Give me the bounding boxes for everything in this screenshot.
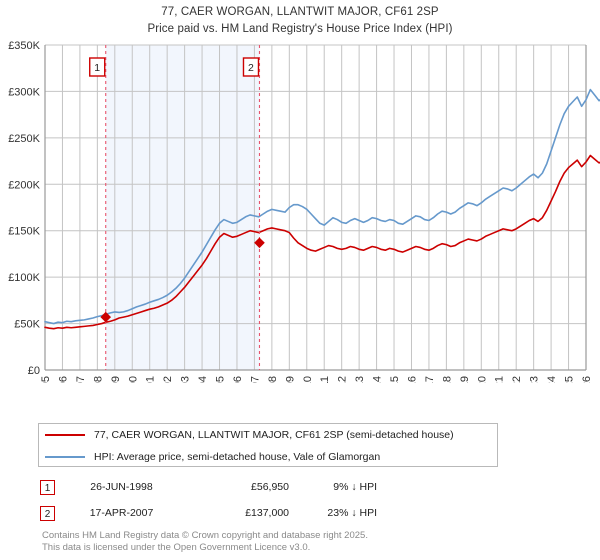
x-axis-tick-label: 2003 (180, 376, 192, 383)
page-title: 77, CAER WORGAN, LLANTWIT MAJOR, CF61 2S… (161, 6, 439, 18)
table-row: 2 17-APR-2007 £137,000 23% ↓ HPI (40, 500, 460, 526)
chart-svg: £0 £50K £100K £150K £200K £250K £300K £350K 1995… (8, 40, 600, 383)
transactions-table: 1 26-JUN-1998 £56,950 9% ↓ HPI 2 17-APR-… (40, 474, 460, 526)
x-axis-tick-label: 2011 (319, 376, 331, 383)
footer-line-2: This data is licensed under the Open Gov… (42, 541, 311, 553)
y-axis-tick-label: £350K (8, 40, 40, 52)
x-axis-tick-label: 2005 (215, 376, 227, 383)
footer-line-1: Contains HM Land Registry data © Crown c… (42, 530, 368, 541)
transaction-hpi-delta: 23% ↓ HPI (327, 507, 377, 519)
chart-legend: 77, CAER WORGAN, LLANTWIT MAJOR, CF61 2S… (38, 423, 498, 467)
x-axis-tick-label: 1997 (75, 376, 87, 383)
x-axis-tick-label: 2020 (476, 376, 488, 383)
transaction-date: 26-JUN-1998 (90, 481, 153, 493)
x-axis-tick-label: 2010 (302, 376, 314, 383)
y-axis-tick-label: £250K (8, 133, 40, 145)
x-axis-tick-label: 1996 (57, 376, 69, 383)
footer-attribution: Contains HM Land Registry data © Crown c… (42, 530, 562, 553)
x-axis-tick-label: 2013 (354, 376, 366, 383)
transaction-date: 17-APR-2007 (89, 507, 154, 519)
transaction-point-marker (100, 311, 112, 323)
x-axis-tick-label: 2024 (546, 376, 558, 383)
legend-swatch-hpi (45, 456, 85, 458)
chart-titles: 77, CAER WORGAN, LLANTWIT MAJOR, CF61 2S… (0, 0, 600, 35)
y-axis-tick-label: £300K (8, 86, 40, 98)
transaction-price: £137,000 (245, 507, 289, 519)
y-axis-tick-label: £100K (8, 272, 40, 284)
transaction-hpi-delta: 9% ↓ HPI (333, 481, 377, 493)
x-axis-tick-label: 2006 (232, 376, 244, 383)
y-axis-tick-label: £150K (8, 226, 40, 238)
legend-swatch-price-paid (45, 434, 85, 436)
x-axis-tick-label: 2016 (406, 376, 418, 383)
x-axis-tick-label: 2017 (424, 376, 436, 383)
x-axis-tick-label: 2026 (581, 376, 593, 383)
x-axis-tick-label: 2015 (389, 376, 401, 383)
series-hpi (44, 88, 600, 325)
x-axis-tick-label: 2023 (529, 376, 541, 383)
x-axis-tick-label: 1995 (40, 376, 52, 383)
highlight-band (105, 45, 260, 370)
transaction-index-badge: 1 (40, 479, 55, 495)
x-axis-tick-label: 1998 (92, 376, 104, 383)
x-axis-tick-label: 2009 (284, 376, 296, 383)
x-axis-tick-label: 2019 (459, 376, 471, 383)
event-marker-box (89, 57, 106, 77)
transaction-price: £56,950 (251, 481, 289, 493)
x-axis-tick-label: 2012 (337, 376, 349, 383)
transaction-index-badge: 2 (40, 505, 55, 521)
event-marker-box (242, 57, 260, 77)
event-marker-label: 1 (94, 62, 100, 74)
page-subtitle: Price paid vs. HM Land Registry's House … (147, 23, 453, 35)
x-axis-tick-label: 2014 (372, 376, 384, 383)
x-axis-tick-label: 2021 (494, 376, 506, 383)
x-axis-tick-label: 2007 (249, 376, 261, 383)
table-row: 1 26-JUN-1998 £56,950 9% ↓ HPI (40, 474, 460, 500)
x-axis-tick-label: 2001 (145, 376, 157, 383)
y-axis-tick-label: £200K (8, 179, 40, 191)
price-chart: £0 £50K £100K £150K £200K £250K £300K £350K 1995… (0, 38, 600, 383)
y-axis-tick-label: £50K (14, 319, 40, 331)
x-axis-tick-label: 2008 (267, 376, 279, 383)
legend-label-hpi: HPI: Average price, semi-detached house,… (94, 451, 381, 463)
y-axis-tick-label: £0 (28, 365, 40, 377)
legend-item-hpi: HPI: Average price, semi-detached house,… (39, 446, 497, 468)
x-axis-tick-label: 2022 (511, 376, 523, 383)
x-axis-tick-label: 1999 (110, 376, 122, 383)
transaction-point-marker (254, 237, 265, 249)
x-axis-tick-label: 2002 (162, 376, 174, 383)
legend-label-price-paid: 77, CAER WORGAN, LLANTWIT MAJOR, CF61 2S… (94, 429, 454, 441)
x-axis-tick-label: 2000 (127, 376, 139, 383)
legend-item-price-paid: 77, CAER WORGAN, LLANTWIT MAJOR, CF61 2S… (39, 424, 497, 446)
event-marker-label: 2 (248, 62, 254, 74)
x-axis-tick-label: 2025 (564, 376, 576, 383)
x-axis-tick-label: 2018 (441, 376, 453, 383)
series-price-paid (44, 154, 600, 330)
x-axis-tick-label: 2004 (197, 376, 209, 383)
